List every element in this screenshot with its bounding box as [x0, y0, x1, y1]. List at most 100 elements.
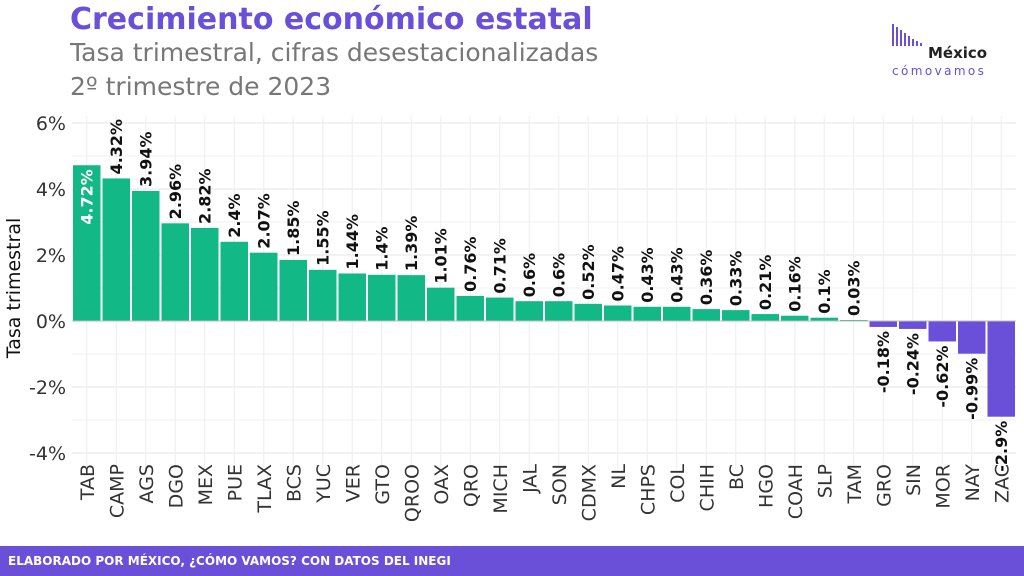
y-tick-label: 6% [36, 113, 66, 135]
bar-chih [692, 309, 720, 321]
x-tick-label: PUE [224, 464, 246, 501]
x-tick-label: TAM [844, 464, 866, 505]
bar-dgo [161, 223, 189, 321]
logo-name: México [928, 44, 988, 62]
data-label: 0.6% [520, 253, 539, 297]
bar-sin [899, 321, 927, 329]
y-tick-label: 0% [36, 311, 66, 333]
bar-chps [633, 306, 661, 321]
bar-ags [132, 190, 160, 321]
x-tick-label: CAMP [106, 464, 128, 518]
bar-bc [722, 310, 750, 321]
bar-zac [987, 321, 1015, 417]
data-label: 0.6% [550, 253, 569, 297]
x-tick-label: NL [608, 464, 630, 489]
bar-nl [604, 305, 632, 321]
data-label: 0.33% [727, 251, 746, 307]
x-tick-label: ZAC [991, 464, 1013, 503]
logo-bars-icon [892, 24, 922, 46]
bar-camp [102, 178, 130, 321]
bar-bcs [279, 259, 307, 321]
x-tick-label: SON [549, 464, 571, 505]
bar-qro [456, 295, 484, 321]
x-tick-label: YUC [313, 464, 335, 504]
data-label: 0.21% [756, 255, 775, 311]
data-label: 0.76% [461, 236, 480, 292]
bar-chart: -4% -2% 0% 2% 4% 6% Tasa trimestral 4.72% 4.32% 3… [3, 113, 1016, 522]
data-label: 0.43% [638, 247, 657, 303]
chart-subtitle: Tasa trimestral, cifras desestacionaliza… [70, 38, 599, 67]
bar-gto [368, 274, 396, 321]
x-tick-label: TLAX [254, 464, 276, 514]
data-label: 1.4% [373, 226, 392, 270]
y-tick-label: 2% [36, 245, 66, 267]
x-tick-label: MEX [195, 464, 217, 505]
bar-pue [220, 241, 248, 321]
chart-title: Crecimiento económico estatal [70, 2, 593, 37]
logo-tagline: cómovamos [892, 64, 987, 78]
bar-oax [427, 287, 455, 321]
data-label: 1.44% [343, 214, 362, 270]
x-tick-label: BCS [283, 464, 305, 502]
x-tick-label: TAB [77, 464, 99, 501]
data-label: -0.62% [933, 345, 952, 407]
x-tick-label: GTO [372, 464, 394, 505]
x-tick-label: AGS [136, 464, 158, 503]
data-label: 2.4% [225, 193, 244, 237]
bar-ver [338, 273, 366, 321]
data-label: 0.16% [786, 256, 805, 312]
data-label: -0.18% [874, 331, 893, 393]
x-tick-label: OAX [431, 464, 453, 505]
data-label: 1.01% [432, 228, 451, 284]
x-tick-label: HGO [755, 464, 777, 508]
data-label: 0.43% [668, 247, 687, 303]
data-label: 0.03% [845, 260, 864, 316]
x-tick-label: MICH [490, 464, 512, 514]
x-tick-label: DGO [165, 464, 187, 508]
x-tick-label: QROO [401, 464, 423, 522]
data-label: -2.9% [992, 421, 1011, 472]
bar-col [663, 306, 691, 321]
bar-tlax [250, 252, 278, 321]
data-label: 1.55% [314, 210, 333, 266]
brand-logo: México cómovamos [888, 24, 1008, 84]
bar-mex [191, 227, 219, 321]
bar-jal [515, 301, 543, 321]
footer-bar: ELABORADO POR MÉXICO, ¿CÓMO VAMOS? CON D… [0, 546, 1024, 576]
bar-mich [486, 297, 514, 321]
data-label: -0.24% [904, 333, 923, 395]
data-label: 2.96% [166, 164, 185, 220]
x-tick-label: VER [342, 464, 364, 502]
data-label: 0.36% [697, 250, 716, 306]
bar-slp [810, 317, 838, 321]
x-tick-label: BC [726, 464, 748, 490]
x-tick-label: CDMX [578, 464, 600, 521]
y-tick-label: -2% [29, 377, 66, 399]
y-tick-label: 4% [36, 179, 66, 201]
data-label: 4.72% [78, 169, 97, 225]
bar-qroo [397, 275, 425, 321]
data-label: 0.47% [609, 246, 628, 302]
x-tick-label: CHIH [696, 464, 718, 511]
x-tick-label: GRO [873, 464, 895, 507]
data-label: -0.99% [963, 358, 982, 420]
data-label: 0.71% [491, 238, 510, 294]
bar-hgo [751, 314, 779, 321]
x-tick-label: SIN [903, 464, 925, 496]
x-tick-label: CHPS [637, 464, 659, 515]
data-label: 2.82% [196, 168, 215, 224]
bar-cdmx [574, 303, 602, 321]
x-tick-label: MOR [932, 464, 954, 509]
bar-gro [869, 321, 897, 327]
bar-yuc [309, 269, 337, 321]
chart-period: 2º trimestre de 2023 [70, 72, 332, 101]
x-tick-label: SLP [814, 464, 836, 498]
bar-mor [928, 321, 956, 342]
y-tick-label: -4% [29, 443, 66, 465]
data-label: 1.85% [284, 200, 303, 256]
y-axis-title: Tasa trimestral [3, 218, 25, 360]
data-label: 0.52% [579, 244, 598, 300]
data-label: 4.32% [107, 119, 126, 175]
bar-nay [958, 321, 986, 354]
